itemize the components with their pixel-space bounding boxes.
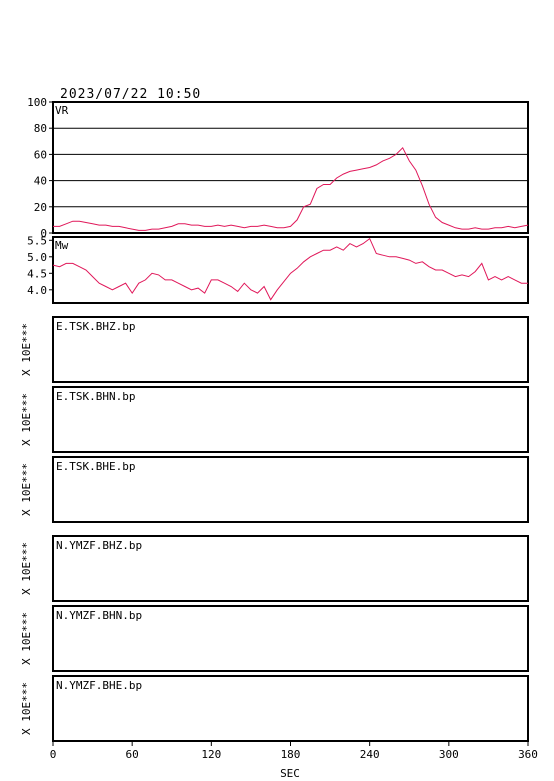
station-panel: N.YMZF.BHN.bp X 10E*** [20,605,529,672]
station-frame [52,386,529,453]
x-tick-label: 300 [439,748,459,761]
vr-y-tick-label: 80 [34,122,47,135]
mw-y-tick-label: 4.0 [27,284,47,297]
station-panel: N.YMZF.BHE.bp X 10E*** [20,675,529,742]
timestamp: 2023/07/22 10:50 [60,87,201,102]
x-tick-label: 360 [518,748,538,761]
vr-series-label: VR [55,104,69,117]
station-label: E.TSK.BHN.bp [56,390,135,403]
station-frame [52,535,529,602]
vr-y-tick-label: 100 [27,96,47,109]
station-label: N.YMZF.BHE.bp [56,679,142,692]
station-frame [52,456,529,523]
x-axis-label: SEC [280,767,300,780]
mw-y-tick-label: 5.0 [27,251,47,264]
station-panel: E.TSK.BHE.bp X 10E*** [20,456,529,523]
mw-y-tick-label: 5.5 [27,234,47,247]
x-tick-label: 180 [281,748,301,761]
vr-y-tick-label: 60 [34,148,47,161]
station-label: E.TSK.BHE.bp [56,460,135,473]
station-label: E.TSK.BHZ.bp [56,320,135,333]
station-panel: N.YMZF.BHZ.bp X 10E*** [20,535,529,602]
mw-panel: 4.0 4.5 5.0 5.5 Mw [27,234,529,304]
station-frame [52,605,529,672]
vr-y-tick-label: 0 [40,227,47,240]
vr-y-tick-label: 40 [34,175,47,188]
exponent-label: X 10E*** [20,612,33,665]
exponent-label: X 10E*** [20,323,33,376]
x-tick-label: 120 [201,748,221,761]
vr-panel: 0 20 40 60 80 100 VR [27,96,529,240]
station-panel: E.TSK.BHZ.bp X 10E*** [20,316,529,383]
vr-frame [52,101,529,234]
mw-series-line [52,237,528,301]
exponent-label: X 10E*** [20,682,33,735]
exponent-label: X 10E*** [20,542,33,595]
station-panel: E.TSK.BHN.bp X 10E*** [20,386,529,453]
x-tick-label: 240 [360,748,380,761]
vr-series-line [53,146,529,231]
x-tick-label: 60 [126,748,139,761]
exponent-label: X 10E*** [20,393,33,446]
mw-series-label: Mw [55,239,69,252]
vr-y-tick-label: 20 [34,201,47,214]
exponent-label: X 10E*** [20,463,33,516]
station-label: N.YMZF.BHZ.bp [56,539,142,552]
station-label: N.YMZF.BHN.bp [56,609,142,622]
station-frame [52,316,529,383]
mw-frame [52,236,529,304]
mw-y-tick-label: 4.5 [27,267,47,280]
x-tick-label: 0 [50,748,57,761]
